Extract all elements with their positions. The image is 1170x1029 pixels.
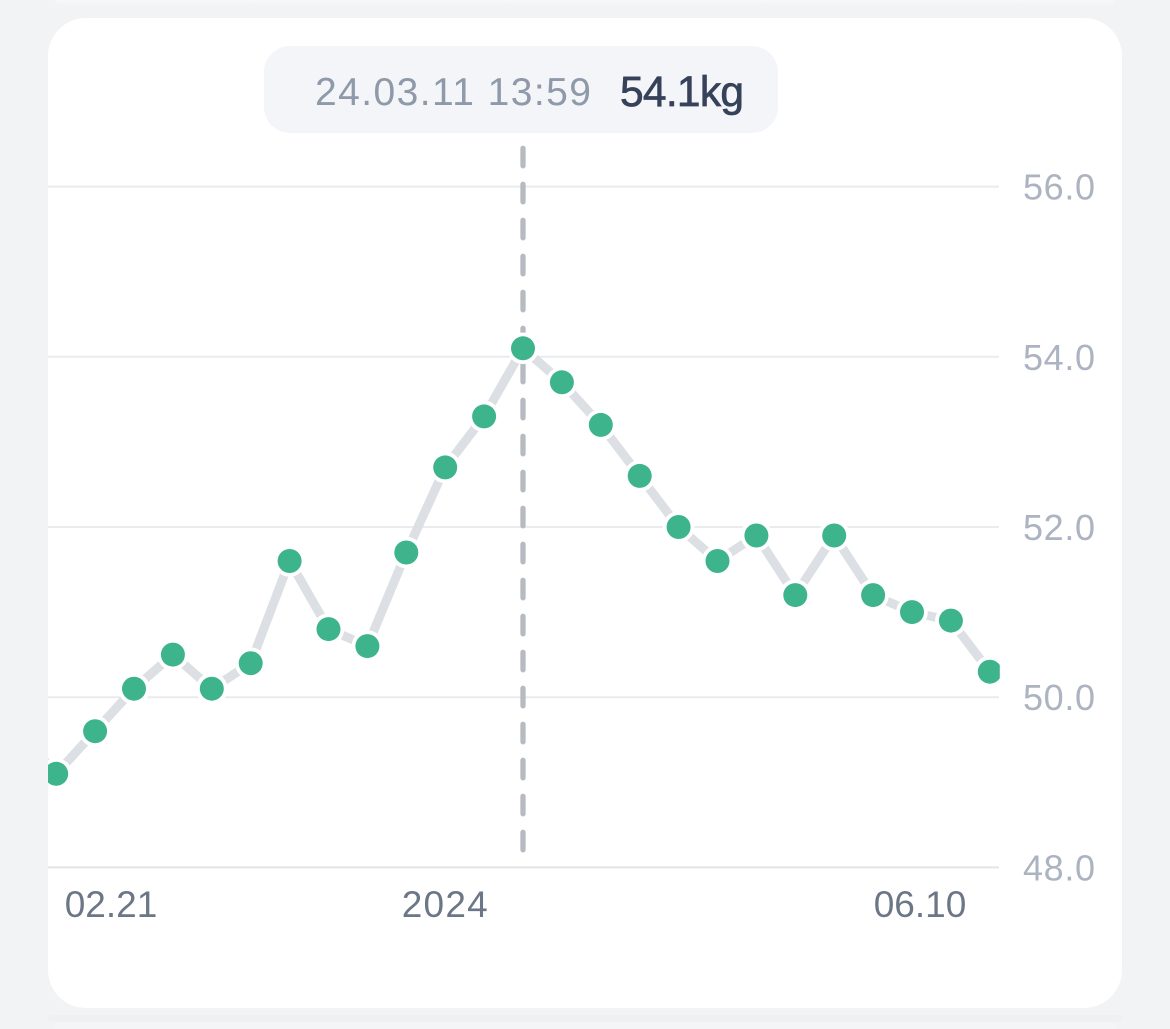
svg-text:06.10: 06.10 [874,884,967,925]
svg-text:54.1kg: 54.1kg [620,69,744,116]
svg-text:2024: 2024 [402,884,488,925]
svg-text:02.21: 02.21 [65,884,158,925]
svg-text:24.03.11 13:59: 24.03.11 13:59 [315,71,591,114]
svg-text:50.0: 50.0 [1023,677,1095,718]
svg-text:52.0: 52.0 [1023,507,1095,548]
svg-text:56.0: 56.0 [1023,167,1095,208]
svg-text:48.0: 48.0 [1023,847,1095,888]
svg-text:54.0: 54.0 [1023,337,1095,378]
